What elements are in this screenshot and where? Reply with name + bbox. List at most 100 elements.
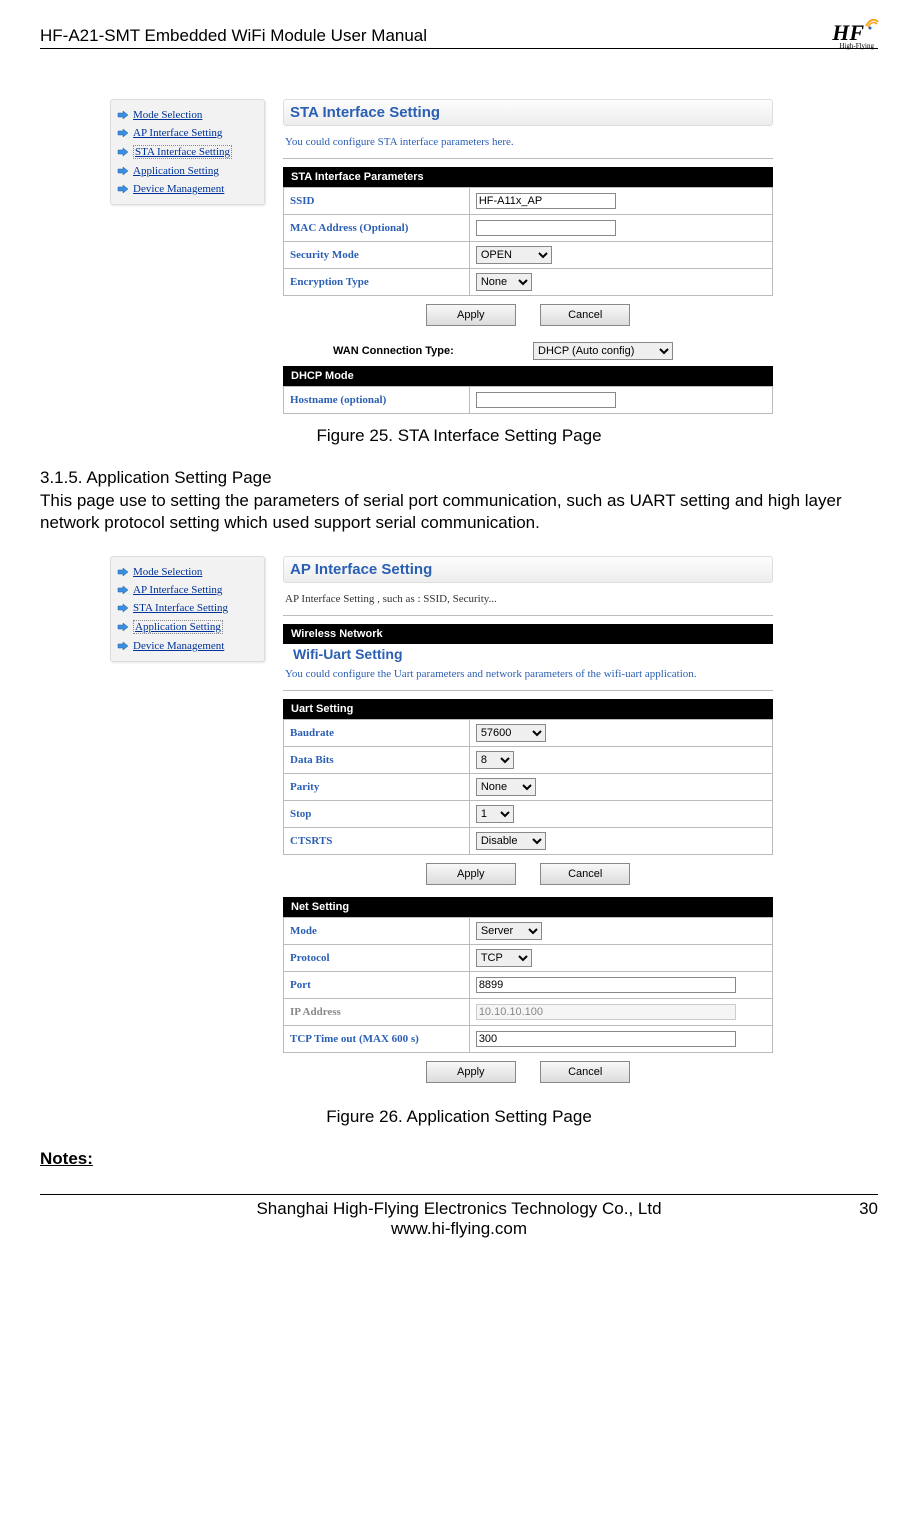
sidebar-item[interactable]: Mode Selection [115, 106, 260, 124]
net-header: Net Setting [283, 897, 773, 917]
uart-desc: You could configure the Uart parameters … [283, 664, 773, 688]
arrow-icon [117, 641, 129, 651]
sidebar-item[interactable]: Application Setting [115, 617, 260, 637]
figure-25: Mode Selection AP Interface Setting STA In… [40, 99, 878, 414]
parity-select[interactable]: None [476, 778, 536, 796]
sidebar-item[interactable]: Application Setting [115, 162, 260, 180]
footer-url: www.hi-flying.com [80, 1219, 838, 1239]
sta-panel: STA Interface Setting You could configur… [283, 99, 773, 414]
sidebar-link[interactable]: AP Interface Setting [133, 584, 222, 596]
wan-row: WAN Connection Type: DHCP (Auto config) [283, 338, 773, 366]
sidebar-item[interactable]: STA Interface Setting [115, 599, 260, 617]
page-number: 30 [838, 1199, 878, 1239]
arrow-icon [117, 147, 129, 157]
stop-label: Stop [284, 801, 470, 828]
arrow-icon [117, 128, 129, 138]
figure-26-caption: Figure 26. Application Setting Page [40, 1107, 878, 1127]
ap-panel-title: AP Interface Setting [283, 556, 773, 583]
arrow-icon [117, 110, 129, 120]
cancel-button[interactable]: Cancel [540, 863, 630, 885]
security-select[interactable]: OPEN [476, 246, 552, 264]
hostname-label: Hostname (optional) [284, 387, 470, 414]
net-table: Mode Server Protocol TCP Port IP Address [283, 917, 773, 1053]
dhcp-table: Hostname (optional) [283, 386, 773, 414]
uart-title: Wifi-Uart Setting [283, 640, 773, 664]
arrow-icon [117, 184, 129, 194]
wifi-icon [864, 14, 880, 30]
ap-panel-desc: AP Interface Setting , such as : SSID, S… [283, 589, 773, 613]
sidebar-link[interactable]: Mode Selection [133, 109, 202, 121]
sidebar-item[interactable]: AP Interface Setting [115, 124, 260, 142]
baud-label: Baudrate [284, 720, 470, 747]
panel-desc: You could configure STA interface parame… [283, 132, 773, 156]
arrow-icon [117, 166, 129, 176]
uart-table: Baudrate 57600 Data Bits 8 Parity None S… [283, 719, 773, 855]
button-row: Apply Cancel [283, 296, 773, 338]
ip-label: IP Address [284, 999, 470, 1026]
section-body: This page use to setting the parameters … [40, 490, 878, 534]
footer-company: Shanghai High-Flying Electronics Technol… [80, 1199, 838, 1219]
tout-label: TCP Time out (MAX 600 s) [284, 1026, 470, 1053]
page-header: HF-A21-SMT Embedded WiFi Module User Man… [40, 20, 878, 49]
footer-center: Shanghai High-Flying Electronics Technol… [80, 1199, 838, 1239]
sidebar-link[interactable]: Application Setting [133, 620, 223, 634]
apply-button[interactable]: Apply [426, 1061, 516, 1083]
mac-label: MAC Address (Optional) [284, 215, 470, 242]
dhcp-header: DHCP Mode [283, 366, 773, 386]
wan-select[interactable]: DHCP (Auto config) [533, 342, 673, 360]
sta-params-header: STA Interface Parameters [283, 167, 773, 187]
ssid-label: SSID [284, 188, 470, 215]
doc-title: HF-A21-SMT Embedded WiFi Module User Man… [40, 26, 427, 46]
hostname-input[interactable] [476, 392, 616, 408]
sidebar-link[interactable]: STA Interface Setting [133, 145, 232, 159]
bits-label: Data Bits [284, 747, 470, 774]
baud-select[interactable]: 57600 [476, 724, 546, 742]
net-button-row: Apply Cancel [283, 1053, 773, 1095]
sidebar-link[interactable]: STA Interface Setting [133, 602, 228, 614]
uart-button-row: Apply Cancel [283, 855, 773, 897]
sidebar-item[interactable]: Mode Selection [115, 563, 260, 581]
tout-input[interactable] [476, 1031, 736, 1047]
port-label: Port [284, 972, 470, 999]
parity-label: Parity [284, 774, 470, 801]
nav-sidebar: Mode Selection AP Interface Setting STA In… [110, 99, 265, 205]
mac-input[interactable] [476, 220, 616, 236]
stop-select[interactable]: 1 [476, 805, 514, 823]
section-heading: 3.1.5. Application Setting Page [40, 468, 878, 488]
panel-title: STA Interface Setting [283, 99, 773, 126]
logo: HF High-Flying [832, 20, 878, 46]
port-input[interactable] [476, 977, 736, 993]
apply-button[interactable]: Apply [426, 304, 516, 326]
sidebar-link[interactable]: Device Management [133, 640, 224, 652]
encryption-label: Encryption Type [284, 269, 470, 296]
sidebar-item[interactable]: Device Management [115, 180, 260, 198]
figure-25-caption: Figure 25. STA Interface Setting Page [40, 426, 878, 446]
app-panel: AP Interface Setting AP Interface Settin… [283, 556, 773, 1095]
uart-nested-panel: Wifi-Uart Setting You could configure th… [283, 640, 773, 1095]
cts-label: CTSRTS [284, 828, 470, 855]
figure-26: Mode Selection AP Interface Setting STA In… [40, 556, 878, 1095]
apply-button[interactable]: Apply [426, 863, 516, 885]
sidebar-item[interactable]: AP Interface Setting [115, 581, 260, 599]
ssid-input[interactable] [476, 193, 616, 209]
sidebar-link[interactable]: Device Management [133, 183, 224, 195]
uart-header: Uart Setting [283, 699, 773, 719]
sidebar-item[interactable]: Device Management [115, 637, 260, 655]
bits-select[interactable]: 8 [476, 751, 514, 769]
mode-select[interactable]: Server [476, 922, 542, 940]
arrow-icon [117, 585, 129, 595]
mode-label: Mode [284, 918, 470, 945]
wan-label: WAN Connection Type: [283, 345, 533, 357]
proto-select[interactable]: TCP [476, 949, 532, 967]
cts-select[interactable]: Disable [476, 832, 546, 850]
sidebar-link[interactable]: Application Setting [133, 165, 219, 177]
arrow-icon [117, 567, 129, 577]
cancel-button[interactable]: Cancel [540, 1061, 630, 1083]
arrow-icon [117, 603, 129, 613]
sidebar-item[interactable]: STA Interface Setting [115, 142, 260, 162]
encryption-select[interactable]: None [476, 273, 532, 291]
ip-input [476, 1004, 736, 1020]
sidebar-link[interactable]: Mode Selection [133, 566, 202, 578]
cancel-button[interactable]: Cancel [540, 304, 630, 326]
sidebar-link[interactable]: AP Interface Setting [133, 127, 222, 139]
